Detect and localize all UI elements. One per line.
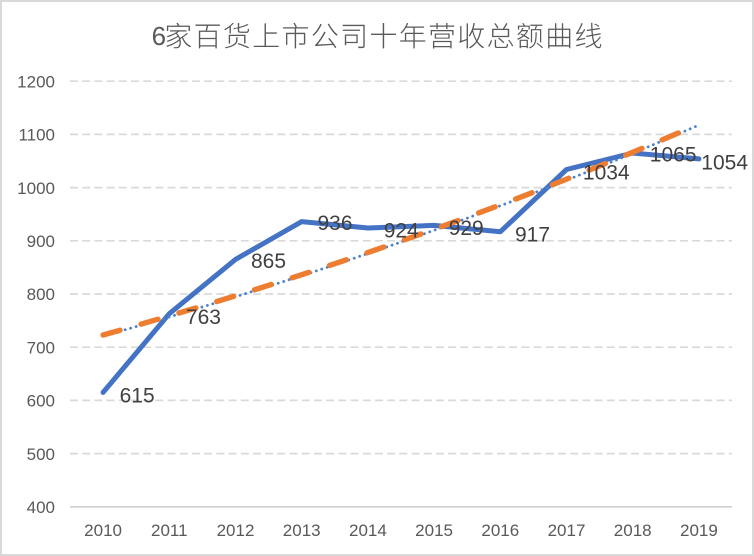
- svg-text:700: 700: [27, 338, 55, 357]
- svg-text:924: 924: [384, 220, 419, 243]
- svg-text:865: 865: [251, 250, 286, 273]
- svg-text:763: 763: [186, 306, 221, 329]
- svg-text:2018: 2018: [614, 521, 652, 540]
- svg-text:2012: 2012: [217, 521, 255, 540]
- svg-text:2019: 2019: [680, 521, 718, 540]
- svg-text:1200: 1200: [17, 72, 55, 91]
- svg-text:2016: 2016: [481, 521, 519, 540]
- svg-text:929: 929: [449, 217, 484, 240]
- svg-text:917: 917: [515, 224, 550, 247]
- svg-text:2010: 2010: [84, 521, 122, 540]
- svg-text:1100: 1100: [18, 126, 55, 145]
- svg-text:1000: 1000: [17, 179, 55, 198]
- svg-text:6: 6: [152, 21, 166, 51]
- svg-text:2017: 2017: [548, 521, 586, 540]
- svg-text:615: 615: [120, 384, 155, 407]
- svg-text:500: 500: [27, 445, 55, 464]
- svg-text:1034: 1034: [583, 162, 630, 185]
- svg-text:936: 936: [318, 212, 353, 235]
- svg-text:600: 600: [27, 392, 55, 411]
- svg-text:2013: 2013: [283, 521, 321, 540]
- svg-text:1054: 1054: [701, 151, 748, 174]
- svg-text:400: 400: [27, 498, 55, 517]
- svg-text:2011: 2011: [151, 521, 188, 540]
- svg-text:800: 800: [27, 285, 55, 304]
- svg-text:2015: 2015: [415, 521, 453, 540]
- svg-text:900: 900: [27, 232, 55, 251]
- svg-text:2014: 2014: [349, 521, 387, 540]
- svg-text:1065: 1065: [650, 144, 697, 167]
